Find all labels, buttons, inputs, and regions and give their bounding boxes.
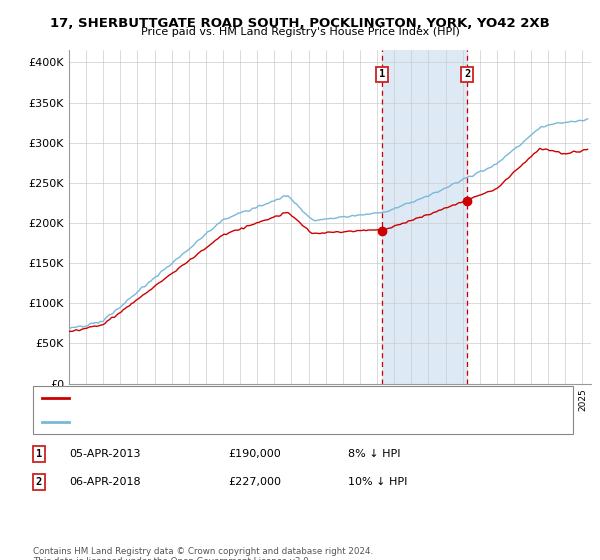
- Text: HPI: Average price, detached house, East Riding of Yorkshire: HPI: Average price, detached house, East…: [74, 417, 379, 427]
- Text: £190,000: £190,000: [228, 449, 281, 459]
- Text: 1: 1: [36, 449, 42, 459]
- Text: 2: 2: [36, 477, 42, 487]
- Text: 06-APR-2018: 06-APR-2018: [69, 477, 140, 487]
- Text: 10% ↓ HPI: 10% ↓ HPI: [348, 477, 407, 487]
- Bar: [382, 50, 467, 384]
- Text: 8% ↓ HPI: 8% ↓ HPI: [348, 449, 401, 459]
- Text: 05-APR-2013: 05-APR-2013: [69, 449, 140, 459]
- Text: 17, SHERBUTTGATE ROAD SOUTH, POCKLINGTON, YORK, YO42 2XB: 17, SHERBUTTGATE ROAD SOUTH, POCKLINGTON…: [50, 17, 550, 30]
- Text: 2: 2: [464, 69, 470, 80]
- Text: 17, SHERBUTTGATE ROAD SOUTH, POCKLINGTON, YORK, YO42 2XB (detached house): 17, SHERBUTTGATE ROAD SOUTH, POCKLINGTON…: [74, 393, 506, 403]
- Text: Price paid vs. HM Land Registry's House Price Index (HPI): Price paid vs. HM Land Registry's House …: [140, 27, 460, 37]
- Text: 1: 1: [379, 69, 385, 80]
- Text: Contains HM Land Registry data © Crown copyright and database right 2024.
This d: Contains HM Land Registry data © Crown c…: [33, 547, 373, 560]
- Text: £227,000: £227,000: [228, 477, 281, 487]
